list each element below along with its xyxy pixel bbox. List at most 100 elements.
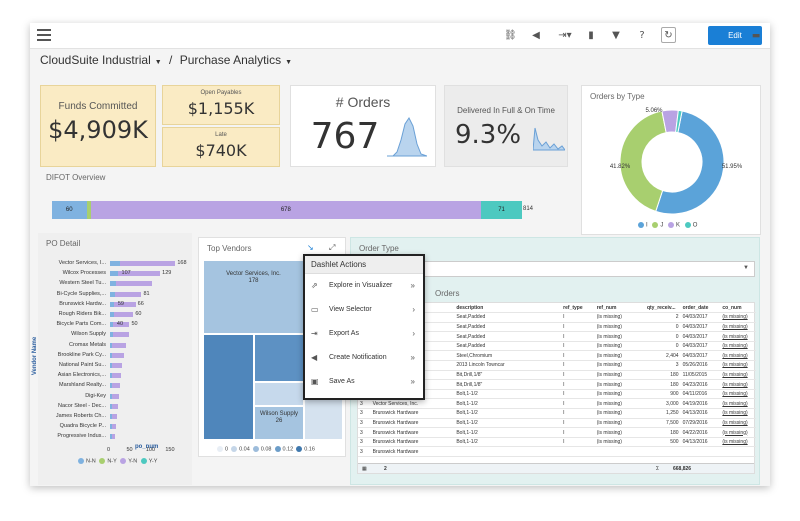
folder-icon[interactable]: ▬ (751, 31, 761, 41)
co-num-cell[interactable]: (is missing) (720, 322, 756, 333)
breadcrumb-root[interactable]: CloudSuite Industrial (40, 53, 151, 67)
bookmark-icon[interactable]: ▮ (588, 30, 594, 41)
co-num-cell[interactable]: (is missing) (720, 427, 756, 438)
co-num-cell[interactable]: (is missing) (720, 312, 756, 323)
po-bar-nn[interactable] (110, 383, 112, 389)
po-bar-yn[interactable] (112, 403, 118, 409)
column-header[interactable]: description (454, 303, 562, 314)
po-bar-nn[interactable] (110, 342, 113, 348)
menu-item-export[interactable]: ⇥ Export As › (305, 322, 423, 346)
refresh-icon[interactable]: ↻ (661, 27, 676, 43)
expand-icon[interactable]: ⤢ (329, 243, 336, 252)
po-bar-yn[interactable] (117, 271, 161, 277)
po-bar-nn[interactable] (110, 393, 112, 399)
column-header[interactable]: ref_type (561, 303, 595, 314)
chevron-down-icon[interactable]: ▼ (285, 59, 293, 66)
difot-segment-N-N[interactable]: 60 (52, 201, 87, 219)
difot-segment-Y-N[interactable]: 678 (90, 201, 482, 219)
po-bar-yn[interactable] (112, 363, 122, 368)
filter-icon[interactable]: ▼ (612, 30, 620, 41)
po-bar-yn[interactable] (114, 291, 142, 297)
po-bar-yn[interactable] (113, 312, 134, 317)
donut-slice-O[interactable] (675, 109, 683, 134)
treemap-cell[interactable] (254, 382, 304, 406)
co-num-cell[interactable]: (is missing) (720, 408, 756, 419)
po-bar-nn[interactable] (110, 434, 112, 440)
po-bar-yn[interactable] (112, 373, 121, 379)
po-bar-nn[interactable] (110, 291, 115, 297)
link-icon[interactable]: ⛓ (504, 30, 517, 41)
po-bar-nn[interactable] (110, 373, 112, 379)
orders-card[interactable]: # Orders 767 (290, 85, 436, 167)
table-row[interactable]: 3 Vector Services, Inc. Bolt,1-1/2 I (is mis… (358, 398, 756, 410)
difot-overview-card[interactable]: DIFOT Overview 60 678 71 814 (40, 169, 572, 231)
co-num-cell[interactable]: (is missing) (720, 379, 756, 390)
donut-slice-J[interactable] (619, 110, 667, 213)
po-bar-yn[interactable] (112, 383, 120, 389)
co-num-cell[interactable]: (is missing) (720, 341, 756, 352)
menu-icon[interactable] (37, 29, 51, 41)
drill-icon[interactable]: ↘ (307, 243, 314, 252)
po-bar-nn[interactable] (110, 424, 112, 430)
po-bar-nn[interactable] (110, 312, 114, 317)
po-bar-nn[interactable] (110, 271, 118, 277)
po-bar-nn[interactable] (110, 301, 114, 307)
column-header[interactable]: ref_num (594, 303, 645, 314)
co-num-cell[interactable]: (is missing) (720, 350, 756, 362)
po-bar-nn[interactable] (110, 414, 112, 419)
help-icon[interactable]: ? (639, 30, 645, 41)
menu-item-save-as[interactable]: ▣ Save As » (305, 370, 423, 394)
po-bar-yn[interactable] (116, 281, 152, 287)
column-header[interactable]: order_date (680, 303, 721, 314)
table-row[interactable]: 3 Brunswick Hardware (358, 446, 756, 457)
co-num-cell[interactable] (720, 446, 756, 457)
po-bar-yn[interactable] (112, 322, 130, 328)
po-bar-nn[interactable] (110, 332, 113, 338)
difot-card[interactable]: Delivered In Full & On Time 9.3% (444, 85, 568, 167)
po-bar-nn[interactable] (110, 363, 112, 368)
po-bar-yn[interactable] (112, 332, 130, 338)
export-icon[interactable]: ⇥▾ (558, 30, 572, 41)
po-bar-yn[interactable] (112, 352, 124, 358)
column-header[interactable]: co_num (720, 303, 756, 314)
treemap-cell[interactable] (254, 334, 304, 382)
po-bar-yn[interactable] (113, 301, 136, 307)
co-num-cell[interactable]: (is missing) (720, 398, 756, 410)
announce-icon[interactable]: ◀ (532, 30, 540, 41)
menu-item-notification[interactable]: ◀ Create Notification » (305, 346, 423, 370)
open-payables-card[interactable]: Open Payables $1,155K (162, 85, 280, 125)
po-bar-yn[interactable] (112, 424, 117, 430)
order-type-select[interactable]: ▼ (357, 261, 755, 277)
co-num-cell[interactable]: (is missing) (720, 437, 756, 448)
po-bar-nn[interactable] (110, 281, 117, 287)
po-bar-yn[interactable] (112, 434, 115, 440)
difot-segment-Y-Y[interactable]: 71 (481, 201, 522, 219)
po-bar-nn[interactable] (110, 352, 113, 358)
funds-committed-card[interactable]: Funds Committed $4,909K (40, 85, 156, 167)
column-header[interactable]: qty_receiv... (644, 303, 681, 314)
po-bar-yn[interactable] (112, 342, 126, 348)
co-num-cell[interactable]: (is missing) (720, 360, 756, 371)
co-num-cell[interactable]: (is missing) (720, 418, 756, 429)
menu-item-view-selector[interactable]: ▭ View Selector › (305, 298, 423, 322)
donut-slice-I[interactable] (655, 110, 725, 215)
co-num-cell[interactable]: (is missing) (720, 389, 756, 400)
po-bar-yn[interactable] (112, 414, 117, 419)
edit-button[interactable]: Edit (708, 26, 762, 45)
chevron-down-icon[interactable]: ▼ (743, 265, 749, 271)
chevron-down-icon[interactable]: ▼ (154, 59, 162, 66)
menu-item-explore[interactable]: ⇗ Explore in Visualizer » (305, 274, 423, 298)
po-detail-card[interactable]: PO Detail Vendor Name Vector Services, I… (32, 233, 192, 485)
breadcrumb-page[interactable]: Purchase Analytics (179, 53, 282, 67)
co-num-cell[interactable]: (is missing) (720, 331, 756, 342)
po-bar-yn[interactable] (112, 393, 119, 399)
treemap-cell[interactable]: Wilson Supply 26 (254, 406, 304, 440)
po-bar-nn[interactable] (110, 403, 112, 409)
co-num-cell[interactable]: (is missing) (720, 370, 756, 381)
treemap-cell[interactable]: Vector Services, Inc. 178 (203, 260, 304, 334)
treemap-cell[interactable] (203, 334, 254, 440)
